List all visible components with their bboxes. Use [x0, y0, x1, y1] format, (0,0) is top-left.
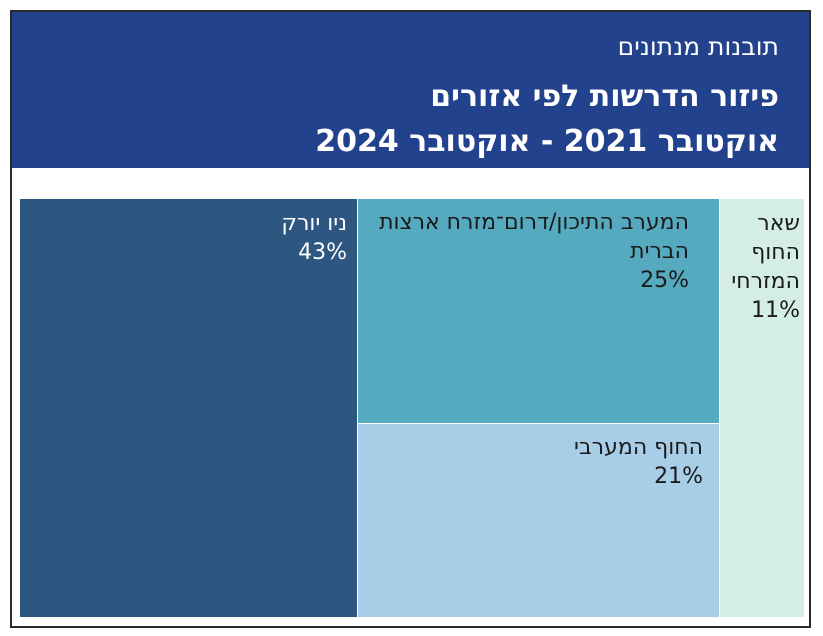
treemap: ניו יורק 43% המערב התיכון/דרום־מזרח ארצו… [20, 199, 804, 617]
tile-new-york-value: 43% [298, 240, 347, 265]
chart-subtitle: אוקטובר 2021 - אוקטובר 2024 [315, 124, 779, 159]
chart-title: פיזור הדרשות לפי אזורים [430, 79, 779, 114]
tile-midwest-southeast: המערב התיכון/דרום־מזרח ארצות הברית 25% [358, 199, 720, 424]
chart-header: תובנות מנתונים פיזור הדרשות לפי אזורים א… [12, 12, 809, 168]
tile-new-york-label: ניו יורק 43% [281, 209, 347, 267]
tile-new-york: ניו יורק 43% [20, 199, 358, 617]
tile-midwest-southeast-name: המערב התיכון/דרום־מזרח ארצות הברית [379, 210, 689, 264]
tile-midwest-southeast-label: המערב התיכון/דרום־מזרח ארצות הברית 25% [369, 208, 689, 295]
tile-rest-east-coast: שאר החוף המזרחי 11% [720, 199, 804, 617]
tile-rest-east-coast-name: שאר החוף המזרחי [731, 211, 800, 294]
tile-rest-east-coast-label: שאר החוף המזרחי 11% [726, 209, 800, 325]
tile-west-coast-name: החוף המערבי [574, 435, 703, 460]
tile-new-york-name: ניו יורק [281, 211, 347, 236]
tile-west-coast: החוף המערבי 21% [358, 424, 720, 617]
tile-rest-east-coast-value: 11% [751, 298, 800, 323]
tile-west-coast-label: החוף המערבי 21% [574, 433, 703, 491]
tile-west-coast-value: 21% [654, 464, 703, 489]
tile-midwest-southeast-value: 25% [640, 268, 689, 293]
section-label: תובנות מנתונים [617, 32, 779, 61]
